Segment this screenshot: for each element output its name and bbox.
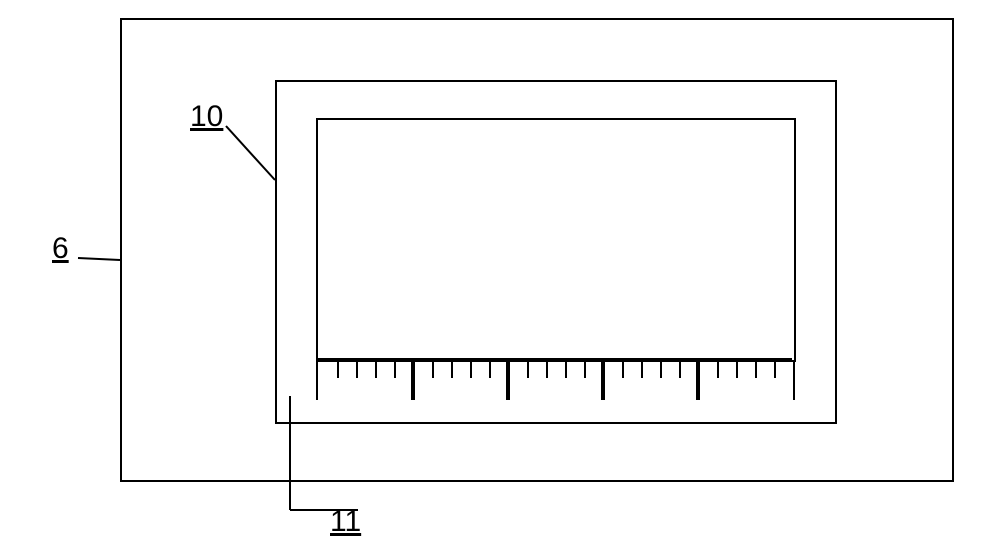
tick-group — [316, 360, 415, 400]
tick-minor — [584, 360, 586, 378]
tick-minor — [375, 360, 377, 378]
tick-minor — [679, 360, 681, 378]
tick-group — [601, 360, 700, 400]
tick-minor — [546, 360, 548, 378]
tick-minor — [394, 360, 396, 378]
tick-group — [696, 360, 795, 400]
tick-group — [411, 360, 510, 400]
tick-minor — [470, 360, 472, 378]
tick-minor — [717, 360, 719, 378]
tick-minor — [451, 360, 453, 378]
tick-minor — [622, 360, 624, 378]
tick-minor — [641, 360, 643, 378]
tick-minor — [489, 360, 491, 378]
tick-minor — [337, 360, 339, 378]
inner-rect — [316, 118, 796, 362]
tick-minor — [736, 360, 738, 378]
tick-group — [506, 360, 605, 400]
diagram-container — [120, 18, 950, 478]
tick-minor — [356, 360, 358, 378]
tick-row — [316, 358, 792, 400]
tick-minor — [660, 360, 662, 378]
tick-minor — [755, 360, 757, 378]
label-6: 6 — [52, 232, 69, 266]
tick-minor — [774, 360, 776, 378]
label-11: 11 — [330, 505, 361, 539]
tick-minor — [565, 360, 567, 378]
tick-minor — [527, 360, 529, 378]
label-10: 10 — [190, 100, 223, 134]
tick-minor — [432, 360, 434, 378]
